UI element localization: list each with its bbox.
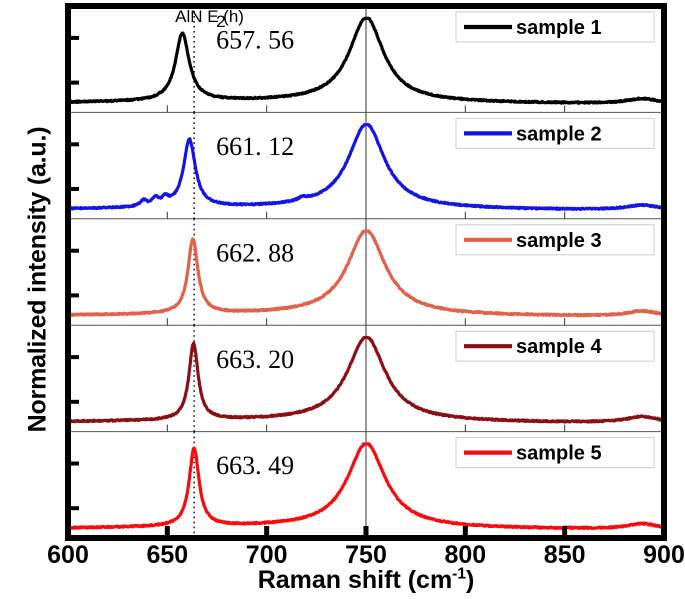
aln-annotation-subscript: 2: [216, 12, 225, 31]
spectrum-curve: [66, 335, 666, 424]
legend-label: sample 1: [516, 17, 602, 39]
x-tick-label: 900: [643, 541, 685, 569]
x-tick-label: 650: [146, 541, 189, 569]
spectrum-panel: 657. 56 sample 1: [66, 6, 666, 113]
aln-annotation-tail: (h): [223, 7, 244, 26]
x-axis-label: Raman shift (cm-1): [68, 566, 664, 595]
peak-value-label: 663. 49: [216, 451, 294, 480]
spectrum-curve: [66, 123, 666, 212]
peak-value-label: 657. 56: [216, 26, 294, 55]
x-tick-label: 600: [47, 541, 89, 569]
x-tick-label: 750: [345, 541, 387, 569]
x-tick-label: 700: [245, 541, 288, 569]
legend-label: sample 5: [516, 443, 602, 465]
x-tick-label: 850: [543, 541, 586, 569]
spectrum-curve: [66, 16, 666, 105]
x-axis-label-base: Raman shift (cm: [257, 566, 453, 594]
legend-label: sample 4: [516, 336, 602, 358]
aln-annotation: AlN E2(h): [175, 7, 244, 31]
spectrum-panel: 663. 49 sample 5: [66, 431, 666, 538]
peak-value-label: 663. 20: [216, 345, 294, 374]
peak-value-label: 661. 12: [216, 132, 294, 161]
spectrum-curve: [66, 229, 666, 318]
spectrum-panel: 663. 20 sample 4: [66, 325, 666, 433]
spectrum-panel: 661. 12 sample 2: [66, 112, 666, 220]
peak-value-label: 662. 88: [216, 238, 294, 267]
aln-annotation-base: AlN E: [175, 7, 218, 26]
x-axis-label-tail: ): [465, 566, 475, 594]
legend-label: sample 2: [516, 123, 602, 145]
legend-label: sample 3: [516, 230, 602, 252]
x-tick-label: 800: [444, 541, 487, 569]
spectrum-panel: 662. 88 sample 3: [66, 218, 666, 326]
x-axis-label-exponent: -1: [452, 565, 466, 583]
